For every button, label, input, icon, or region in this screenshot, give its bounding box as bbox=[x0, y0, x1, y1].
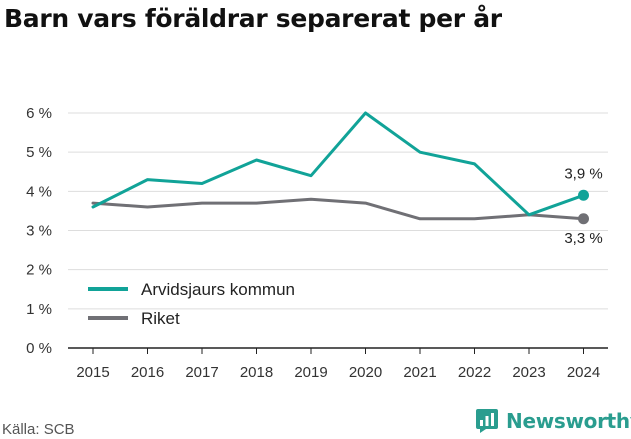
x-tick-label: 2021 bbox=[403, 364, 436, 381]
y-tick-label: 3 % bbox=[26, 223, 52, 240]
y-tick-label: 4 % bbox=[26, 183, 52, 200]
x-tick-label: 2020 bbox=[349, 364, 382, 381]
end-value-label: 3,3 % bbox=[564, 230, 602, 247]
legend-label: Arvidsjaurs kommun bbox=[141, 280, 295, 299]
end-value-label: 3,9 % bbox=[564, 165, 602, 182]
y-tick-label: 2 % bbox=[26, 262, 52, 279]
y-tick-label: 5 % bbox=[26, 144, 52, 161]
x-tick-label: 2019 bbox=[294, 364, 327, 381]
x-tick-label: 2022 bbox=[458, 364, 491, 381]
series-end-marker bbox=[578, 189, 589, 201]
y-tick-label: 1 % bbox=[26, 301, 52, 318]
newsworthy-logo-icon bbox=[476, 409, 498, 433]
source-note: Källa: SCB bbox=[2, 421, 75, 438]
brand-logo: Newsworthy bbox=[475, 408, 631, 434]
x-tick-label: 2015 bbox=[76, 364, 109, 381]
x-tick-label: 2018 bbox=[240, 364, 273, 381]
y-tick-label: 0 % bbox=[26, 340, 52, 357]
series-line bbox=[91, 197, 585, 221]
x-tick-label: 2016 bbox=[131, 364, 164, 381]
chart-title: Barn vars föräldrar separerat per år bbox=[4, 4, 502, 33]
x-tick-label: 2024 bbox=[567, 364, 600, 381]
x-tick-label: 2023 bbox=[512, 364, 545, 381]
line-chart: 0 % 1 % 2 % 3 % 4 % 5 % 6 % 2015 2016 2017 2018 201… bbox=[26, 105, 608, 381]
y-tick-label: 6 % bbox=[26, 105, 52, 122]
series-line bbox=[91, 111, 585, 217]
brand-name: Newsworthy bbox=[506, 409, 631, 433]
x-tick-label: 2017 bbox=[185, 364, 218, 381]
legend-label: Riket bbox=[141, 309, 180, 328]
series-end-marker bbox=[578, 213, 589, 225]
